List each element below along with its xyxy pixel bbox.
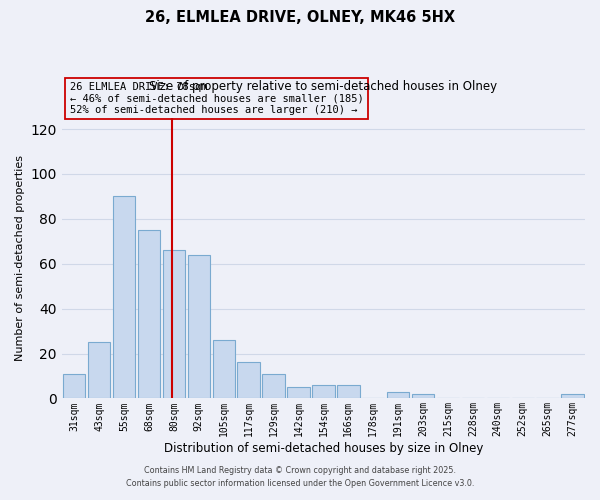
Bar: [412, 394, 434, 398]
Y-axis label: Number of semi-detached properties: Number of semi-detached properties: [15, 155, 25, 361]
Bar: [88, 342, 110, 398]
Bar: [562, 394, 584, 398]
Text: Contains HM Land Registry data © Crown copyright and database right 2025.
Contai: Contains HM Land Registry data © Crown c…: [126, 466, 474, 487]
Bar: [138, 230, 160, 398]
Bar: [287, 387, 310, 398]
Bar: [212, 340, 235, 398]
Title: Size of property relative to semi-detached houses in Olney: Size of property relative to semi-detach…: [149, 80, 497, 93]
Bar: [63, 374, 85, 398]
Bar: [262, 374, 285, 398]
Bar: [113, 196, 135, 398]
Bar: [188, 254, 210, 398]
Bar: [337, 385, 359, 398]
Bar: [387, 392, 409, 398]
Text: 26, ELMLEA DRIVE, OLNEY, MK46 5HX: 26, ELMLEA DRIVE, OLNEY, MK46 5HX: [145, 10, 455, 25]
Bar: [163, 250, 185, 398]
X-axis label: Distribution of semi-detached houses by size in Olney: Distribution of semi-detached houses by …: [164, 442, 483, 455]
Bar: [238, 362, 260, 398]
Text: 26 ELMLEA DRIVE: 78sqm
← 46% of semi-detached houses are smaller (185)
52% of se: 26 ELMLEA DRIVE: 78sqm ← 46% of semi-det…: [70, 82, 364, 115]
Bar: [312, 385, 335, 398]
